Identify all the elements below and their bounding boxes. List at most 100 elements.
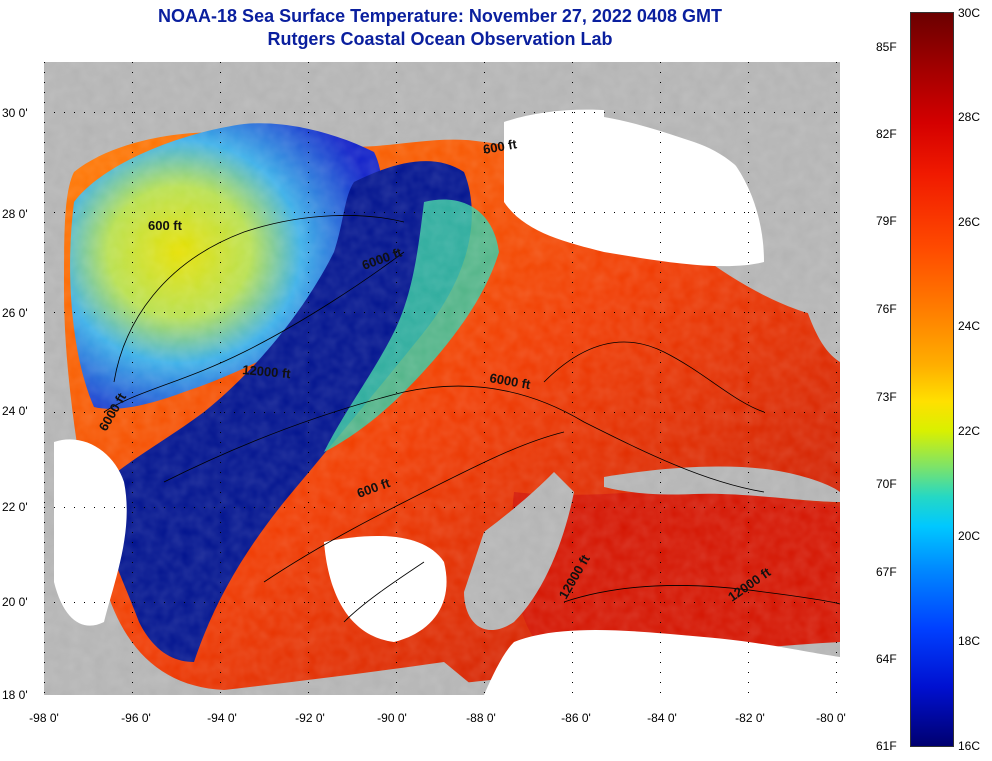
graticule-dot <box>744 507 745 508</box>
graticule-dot <box>132 352 133 353</box>
contour-label: 6000 ft <box>488 370 532 392</box>
graticule-dot <box>44 402 45 403</box>
graticule-dot <box>660 242 661 243</box>
graticule-dot <box>214 507 215 508</box>
graticule-dot <box>224 412 225 413</box>
graticule-dot <box>572 92 573 93</box>
graticule-dot <box>44 562 45 563</box>
graticule-dot <box>164 602 165 603</box>
graticule-dot <box>734 212 735 213</box>
graticule-dot <box>344 507 345 508</box>
graticule-dot <box>748 672 749 673</box>
graticule-dot <box>764 602 765 603</box>
graticule-dot <box>144 602 145 603</box>
lat-tick-label: 30 0' <box>2 106 28 120</box>
graticule-dot <box>836 692 837 693</box>
graticule-dot <box>836 222 837 223</box>
graticule-dot <box>274 412 275 413</box>
graticule-dot <box>484 312 485 313</box>
graticule-dot <box>314 212 315 213</box>
graticule-dot <box>514 602 515 603</box>
graticule-dot <box>324 507 325 508</box>
graticule-dot <box>132 382 133 383</box>
graticule-dot <box>220 522 221 523</box>
graticule-dot <box>444 412 445 413</box>
colorbar-c-label: 18C <box>958 634 981 648</box>
graticule-dot <box>254 312 255 313</box>
graticule-dot <box>194 312 195 313</box>
graticule-dot <box>164 312 165 313</box>
graticule-dot <box>660 502 661 503</box>
graticule-dot <box>224 212 225 213</box>
graticule-dot <box>132 172 133 173</box>
graticule-dot <box>444 112 445 113</box>
graticule-dot <box>396 642 397 643</box>
graticule-dot <box>234 602 235 603</box>
graticule-dot <box>220 82 221 83</box>
graticule-dot <box>396 232 397 233</box>
graticule-dot <box>132 332 133 333</box>
graticule-dot <box>44 222 45 223</box>
graticule-dot <box>774 312 775 313</box>
lon-tick-label: -82 0' <box>735 711 765 725</box>
graticule-dot <box>660 112 661 113</box>
graticule-dot <box>660 302 661 303</box>
graticule-dot <box>308 332 309 333</box>
graticule-dot <box>572 272 573 273</box>
graticule-dot <box>554 212 555 213</box>
graticule-dot <box>694 312 695 313</box>
graticule-dot <box>494 507 495 508</box>
graticule-dot <box>836 432 837 433</box>
graticule-dot <box>484 632 485 633</box>
graticule-dot <box>748 662 749 663</box>
graticule-dot <box>836 482 837 483</box>
graticule-dot <box>220 352 221 353</box>
graticule-dot <box>660 592 661 593</box>
graticule-dot <box>124 602 125 603</box>
graticule-dot <box>572 232 573 233</box>
graticule-dot <box>308 442 309 443</box>
graticule-dot <box>748 122 749 123</box>
graticule-dot <box>124 212 125 213</box>
graticule-dot <box>836 632 837 633</box>
sst-map[interactable]: 600 ft 600 ft 6000 ft 12000 ft 6000 ft 6… <box>44 62 840 695</box>
graticule-dot <box>254 602 255 603</box>
graticule-dot <box>396 662 397 663</box>
graticule-dot <box>220 302 221 303</box>
graticule-dot <box>594 212 595 213</box>
graticule-dot <box>308 582 309 583</box>
graticule-dot <box>674 112 675 113</box>
graticule-dot <box>572 332 573 333</box>
graticule-dot <box>748 512 749 513</box>
graticule-dot <box>396 132 397 133</box>
graticule-dot <box>794 112 795 113</box>
graticule-dot <box>574 112 575 113</box>
graticule-dot <box>396 102 397 103</box>
graticule-dot <box>572 572 573 573</box>
graticule-dot <box>748 502 749 503</box>
graticule-dot <box>604 312 605 313</box>
graticule-dot <box>220 402 221 403</box>
graticule-dot <box>394 602 395 603</box>
graticule-dot <box>74 602 75 603</box>
graticule-dot <box>748 372 749 373</box>
colorbar-c-label: 30C <box>958 6 981 20</box>
graticule-dot <box>774 507 775 508</box>
graticule-dot <box>660 382 661 383</box>
graticule-dot <box>244 412 245 413</box>
graticule-dot <box>396 472 397 473</box>
graticule-dot <box>464 412 465 413</box>
graticule-dot <box>764 507 765 508</box>
graticule-dot <box>94 507 95 508</box>
graticule-dot <box>308 212 309 213</box>
graticule-dot <box>44 412 45 413</box>
graticule-dot <box>748 542 749 543</box>
graticule-dot <box>748 252 749 253</box>
graticule-dot <box>220 672 221 673</box>
graticule-dot <box>660 312 661 313</box>
graticule-dot <box>308 262 309 263</box>
graticule-dot <box>394 507 395 508</box>
graticule-dot <box>714 507 715 508</box>
graticule-dot <box>836 542 837 543</box>
graticule-dot <box>132 112 133 113</box>
